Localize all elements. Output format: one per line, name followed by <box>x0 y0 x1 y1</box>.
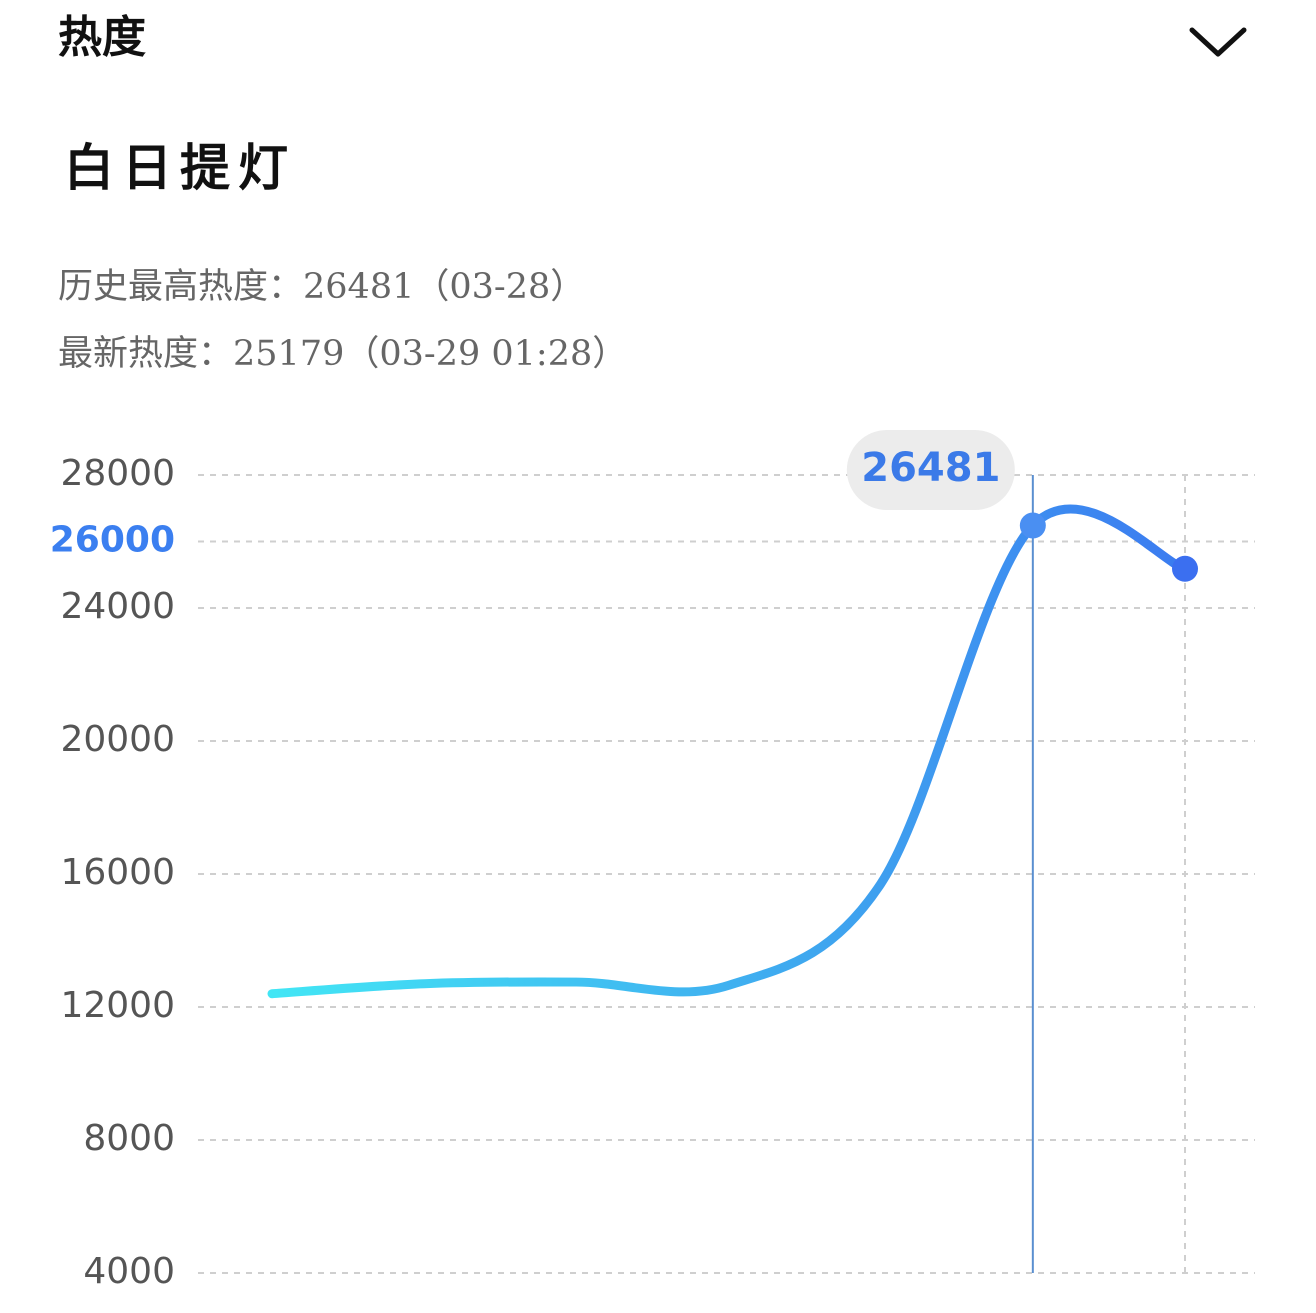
y-tick-label: 28000 <box>60 453 175 494</box>
stat-date: （03-29 01:28） <box>344 334 627 374</box>
point <box>1172 555 1198 582</box>
tooltip-value: 26481 <box>861 445 1000 491</box>
stat-label: 最新热度： <box>58 334 233 374</box>
y-tick-label: 20000 <box>60 719 175 760</box>
y-tick-label: 4000 <box>83 1251 175 1292</box>
chart: 4000 8000 12000 16000 20000 24000 26000 28000 26… <box>50 430 1255 1292</box>
stat-value: 25179 <box>233 334 344 374</box>
stat-label: 历史最高热度： <box>58 267 303 307</box>
stat-value: 26481 <box>303 267 414 307</box>
y-tick-label: 26000 <box>50 520 175 561</box>
y-tick-label: 16000 <box>60 852 175 893</box>
tooltip-bg <box>846 430 1015 510</box>
y-tick-label: 24000 <box>60 586 175 627</box>
y-tick-label: 12000 <box>60 985 175 1026</box>
stat-max: 历史最高热度：26481（03-28） <box>58 267 585 307</box>
y-tick-label: 8000 <box>83 1118 175 1159</box>
stat-latest: 最新热度：25179（03-29 01:28） <box>58 334 627 374</box>
section-title: 热度 <box>58 12 146 63</box>
song-title: 白日提灯 <box>64 138 296 197</box>
point <box>1019 512 1046 539</box>
line <box>267 504 1190 999</box>
stat-date: （03-28） <box>414 267 585 307</box>
collapse-chevron[interactable] <box>1189 27 1247 57</box>
